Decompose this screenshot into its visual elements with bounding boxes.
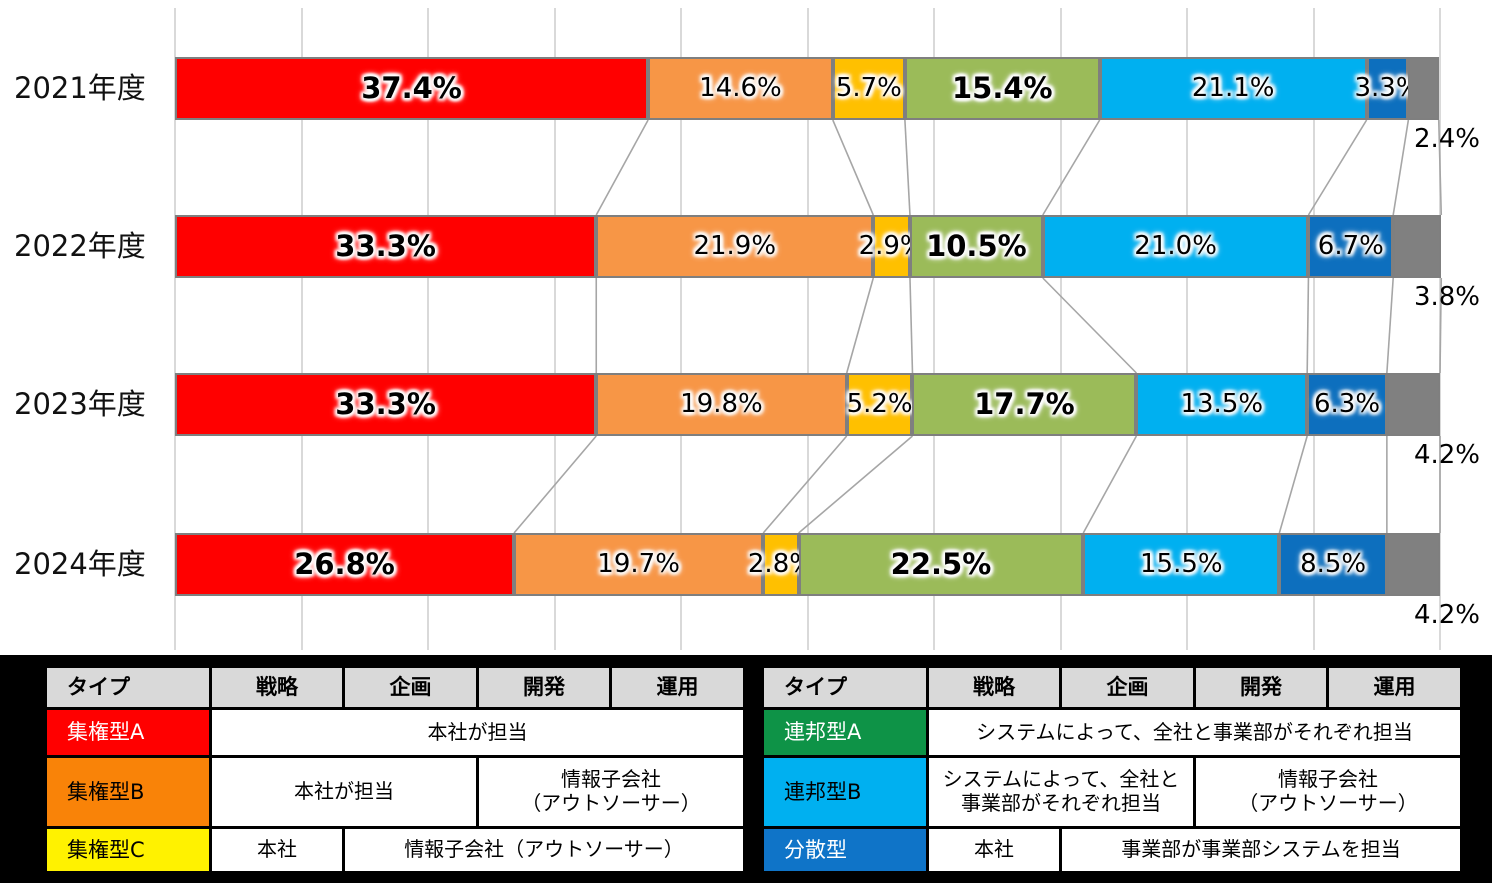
segment-value-label: 8.5% — [1300, 549, 1367, 579]
segment-value-label: 10.5% — [926, 229, 1027, 263]
segment-value-label: 19.8% — [680, 389, 763, 419]
bar-segment — [1136, 373, 1308, 436]
legend-cell: 本社 — [926, 826, 1062, 874]
bar-segment — [1307, 373, 1387, 436]
category-label: 2021年度 — [14, 71, 146, 105]
outside-value-label: 3.8% — [1413, 282, 1480, 312]
bar-segment — [912, 373, 1137, 436]
outside-value-label: 4.2% — [1413, 440, 1480, 470]
bar-segment — [175, 57, 649, 120]
segment-value-label: 21.1% — [1191, 73, 1275, 103]
segment-value-label: 37.4% — [361, 71, 462, 105]
legend-cell: システムによって、全社と 事業部がそれぞれ担当 — [926, 755, 1196, 829]
gridline — [806, 8, 809, 650]
segment-value-label: 6.3% — [1313, 389, 1381, 419]
gridline — [553, 8, 556, 650]
bar-segment — [1366, 57, 1409, 120]
category-label: 2023年度 — [14, 387, 146, 421]
legend-header-cell: 開発 — [476, 665, 612, 710]
gridline — [300, 8, 303, 650]
bar-segment — [175, 533, 515, 596]
bar-segment — [1042, 215, 1309, 278]
category-label: 2024年度 — [14, 547, 146, 581]
bar-segment — [763, 533, 799, 596]
bar-segment — [1099, 57, 1367, 120]
segment-value-label: 5.2% — [846, 389, 913, 419]
outside-value-label: 2.4% — [1413, 124, 1480, 154]
legend-cell: 情報子会社 （アウトソーサー） — [1193, 755, 1463, 829]
legend-table-left: タイプ 戦略 企画 開発 運用集権型A 本社が担当 集権型B 本社が担当 情報子会社 （アウトソ… — [44, 665, 746, 874]
legend-header-cell: 運用 — [609, 665, 746, 710]
bar-segment — [175, 373, 597, 436]
bar-segment — [909, 215, 1043, 278]
segment-value-label: 33.3% — [335, 229, 436, 263]
legend-header-cell: タイプ — [761, 665, 929, 710]
legend-cell: 事業部が事業部システムを担当 — [1059, 826, 1463, 874]
gridline — [933, 8, 935, 650]
segment-value-label: 5.7% — [835, 73, 902, 103]
bar-segment — [175, 215, 597, 278]
legend-table-right: タイプ 戦略 企画 開発 運用連邦型A システムによって、全社と事業部がそれぞれ担当 連邦型… — [761, 665, 1463, 874]
legend-header-cell: 戦略 — [926, 665, 1062, 710]
bar-segment — [1308, 215, 1394, 278]
legend-type-cell: 分散型 — [761, 826, 929, 874]
segment-value-label: 21.0% — [1134, 231, 1217, 261]
segment-value-label: 15.4% — [951, 71, 1053, 105]
segment-value-label: 14.6% — [699, 73, 782, 103]
bar-segment — [904, 57, 1100, 120]
bar-segment — [1386, 533, 1440, 596]
legend-header-cell: 企画 — [342, 665, 479, 710]
legend-header-cell: 企画 — [1059, 665, 1196, 710]
legend-type-cell: 集権型C — [44, 826, 212, 874]
gridline — [1312, 8, 1315, 650]
legend-header-cell: タイプ — [44, 665, 212, 710]
segment-value-label: 15.5% — [1139, 549, 1223, 579]
legend-cell: 本社が担当 — [209, 755, 479, 829]
bar-segment — [1393, 215, 1442, 278]
bar-segment — [1386, 373, 1440, 436]
bar-segment — [798, 533, 1084, 596]
legend-cell: 情報子会社 （アウトソーサー） — [476, 755, 746, 829]
legend-type-cell: 連邦型A — [761, 707, 929, 758]
legend-header-cell: 開発 — [1193, 665, 1329, 710]
gridline — [174, 8, 176, 650]
bar-segment — [514, 533, 764, 596]
segment-value-label: 21.9% — [693, 231, 777, 261]
bar-segment — [596, 215, 874, 278]
legend-type-cell: 連邦型B — [761, 755, 929, 829]
gridline — [680, 8, 682, 650]
legend: タイプ 戦略 企画 開発 運用 集権型A 本社が担当 集権型B 本社が担当 情報子会社 （アウトソ… — [0, 655, 1492, 883]
bar-segment — [1408, 57, 1439, 120]
legend-cell: 本社が担当 — [209, 707, 746, 758]
legend-cell: 本社 — [209, 826, 345, 874]
segment-value-label: 17.7% — [974, 387, 1075, 421]
category-label: 2022年度 — [14, 229, 146, 263]
legend-cell: システムによって、全社と事業部がそれぞれ担当 — [926, 707, 1463, 758]
segment-value-label: 6.7% — [1317, 231, 1384, 261]
legend-cell: 情報子会社（アウトソーサー） — [342, 826, 746, 874]
legend-header-cell: 戦略 — [209, 665, 345, 710]
segment-value-label: 19.7% — [597, 549, 680, 579]
gridline — [427, 8, 429, 650]
segment-value-label: 26.8% — [294, 547, 395, 581]
bar-segment — [648, 57, 833, 120]
bar-segment — [596, 373, 847, 436]
bar-segment — [832, 57, 905, 120]
bar-segment — [1083, 533, 1280, 596]
segment-value-label: 33.3% — [335, 387, 436, 421]
bar-segment — [1279, 533, 1387, 596]
segment-value-label: 22.5% — [890, 547, 992, 581]
bar-segment — [846, 373, 913, 436]
legend-header-cell: 運用 — [1326, 665, 1463, 710]
legend-type-cell: 集権型B — [44, 755, 212, 829]
bar-segment — [873, 215, 910, 278]
stacked-bar-chart: 2021年度 37.4% 14.6% 5.7% 15.4% 21.1% 3.3% 2.4% 20… — [14, 8, 1480, 650]
outside-value-label: 4.2% — [1413, 600, 1480, 630]
segment-value-label: 13.5% — [1180, 389, 1264, 419]
legend-type-cell: 集権型A — [44, 707, 212, 758]
gridline — [1186, 8, 1188, 650]
